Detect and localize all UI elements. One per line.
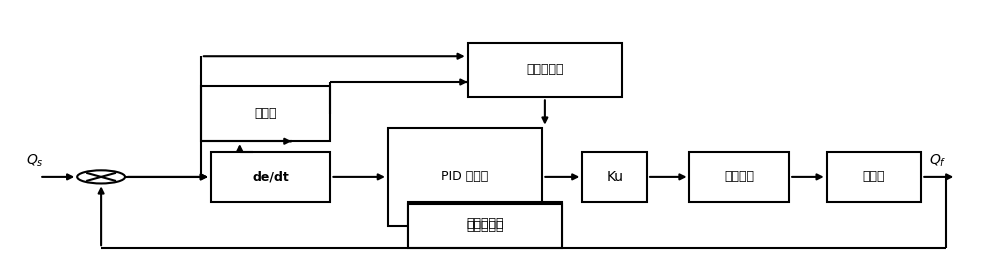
- FancyBboxPatch shape: [689, 152, 789, 202]
- Text: $Q_f$: $Q_f$: [929, 152, 947, 169]
- FancyBboxPatch shape: [408, 204, 562, 248]
- Text: $Q_s$: $Q_s$: [26, 152, 44, 169]
- Text: Ku: Ku: [606, 170, 623, 184]
- Text: 模糊化: 模糊化: [254, 107, 277, 120]
- FancyBboxPatch shape: [388, 127, 542, 226]
- FancyBboxPatch shape: [211, 152, 330, 202]
- Text: 流量传感器: 流量传感器: [466, 217, 504, 230]
- Text: PID 控制器: PID 控制器: [441, 170, 489, 183]
- FancyBboxPatch shape: [468, 43, 622, 98]
- Text: 流量传感器: 流量传感器: [466, 220, 504, 233]
- FancyBboxPatch shape: [827, 152, 921, 202]
- Text: 模糊控制器: 模糊控制器: [526, 63, 564, 76]
- Text: de/dt: de/dt: [252, 170, 289, 183]
- Text: 蠕动泵: 蠕动泵: [863, 170, 885, 183]
- FancyBboxPatch shape: [582, 152, 647, 202]
- FancyBboxPatch shape: [201, 86, 330, 141]
- Text: 驱动电路: 驱动电路: [724, 170, 754, 183]
- FancyBboxPatch shape: [408, 202, 562, 245]
